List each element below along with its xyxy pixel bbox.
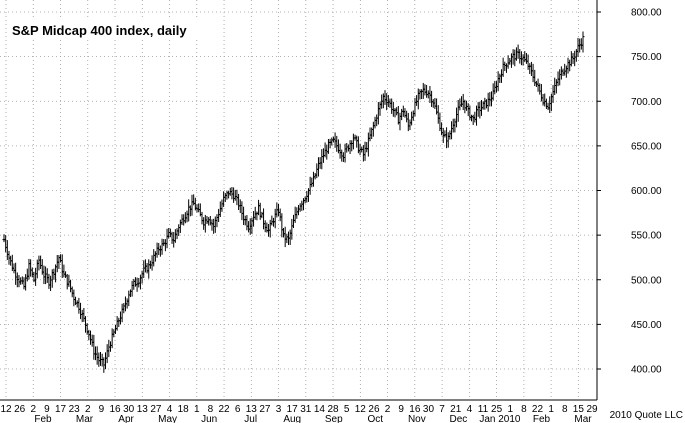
x-day-label: 4 <box>467 404 473 415</box>
title-backdrop <box>8 20 220 40</box>
x-month-label: Jun <box>201 414 217 423</box>
x-month-label: Mar <box>76 414 94 423</box>
x-day-label: 12 <box>355 404 367 415</box>
x-day-label: 1 <box>507 404 513 415</box>
x-day-label: 9 <box>44 404 50 415</box>
x-month-label: Apr <box>118 414 134 423</box>
x-month-label: Dec <box>449 414 467 423</box>
x-day-label: 8 <box>521 404 527 415</box>
x-axis-month-labels: Feb Mar Apr May Jun Jul Aug Sep Oct Nov Dec Jan 201… <box>34 414 592 423</box>
x-month-label: Aug <box>283 414 301 423</box>
x-day-label: 30 <box>423 404 435 415</box>
x-month-label: Mar <box>574 414 592 423</box>
x-day-label: 18 <box>178 404 190 415</box>
x-day-label: 1 <box>548 404 554 415</box>
x-day-label: 2 <box>30 404 36 415</box>
x-day-label: 16 <box>409 404 421 415</box>
x-day-label: 8 <box>208 404 214 415</box>
x-day-label: 23 <box>69 404 81 415</box>
x-day-label: 15 <box>573 404 585 415</box>
x-axis-day-labels: 12 26 2 9 17 23 2 9 16 30 13 27 4 18 1 8 22 6 13 27 3 17 31 14 2… <box>0 404 598 415</box>
x-month-label: Feb <box>533 414 551 423</box>
x-day-label: 17 <box>55 404 67 415</box>
x-month-label: Jul <box>244 414 257 423</box>
x-day-label: 12 <box>0 404 12 415</box>
x-day-label: 4 <box>167 404 173 415</box>
y-axis-ticks: 400.00 450.00 500.00 550.00 600.00 650.00 700.… <box>597 8 662 376</box>
y-tick-label: 550.00 <box>631 231 662 242</box>
x-day-label: 27 <box>259 404 271 415</box>
y-tick-label: 400.00 <box>631 365 662 376</box>
x-day-label: 2 <box>85 404 91 415</box>
chart-credit: 2010 Quote LLC <box>610 410 683 421</box>
y-tick-label: 500.00 <box>631 275 662 286</box>
x-day-label: 26 <box>368 404 380 415</box>
x-month-label: Oct <box>368 414 384 423</box>
x-day-label: 3 <box>276 404 282 415</box>
grid-lines <box>0 0 597 400</box>
x-day-label: 13 <box>137 404 149 415</box>
x-day-label: 9 <box>99 404 105 415</box>
x-day-label: 9 <box>398 404 404 415</box>
x-month-label: Nov <box>408 414 426 423</box>
price-bars <box>2 31 585 373</box>
x-day-label: 8 <box>562 404 568 415</box>
x-day-label: 21 <box>450 404 462 415</box>
x-month-label: Jan 2010 <box>479 414 521 423</box>
x-day-label: 27 <box>150 404 162 415</box>
x-day-label: 13 <box>246 404 258 415</box>
x-month-label: Sep <box>325 414 343 423</box>
x-day-label: 25 <box>491 404 503 415</box>
x-day-label: 28 <box>328 404 340 415</box>
y-tick-label: 450.00 <box>631 320 662 331</box>
x-day-label: 17 <box>287 404 299 415</box>
x-month-label: Feb <box>34 414 52 423</box>
x-day-label: 5 <box>344 404 350 415</box>
x-month-label: May <box>158 414 177 423</box>
x-day-label: 22 <box>532 404 544 415</box>
x-day-label: 30 <box>123 404 135 415</box>
x-day-label: 11 <box>478 404 489 415</box>
y-tick-label: 700.00 <box>631 97 662 108</box>
x-day-label: 1 <box>194 404 200 415</box>
x-day-label: 14 <box>314 404 326 415</box>
x-day-label: 7 <box>439 404 445 415</box>
x-day-label: 22 <box>218 404 230 415</box>
x-day-label: 31 <box>300 404 312 415</box>
y-tick-label: 750.00 <box>631 52 662 63</box>
y-tick-label: 650.00 <box>631 141 662 152</box>
y-tick-label: 600.00 <box>631 186 662 197</box>
x-day-label: 26 <box>14 404 26 415</box>
x-day-label: 29 <box>586 404 598 415</box>
chart-title: S&P Midcap 400 index, daily <box>12 23 187 38</box>
y-tick-label: 800.00 <box>631 8 662 19</box>
x-day-label: 6 <box>235 404 241 415</box>
x-day-label: 2 <box>385 404 391 415</box>
x-day-label: 16 <box>109 404 121 415</box>
price-bar <box>581 31 585 53</box>
